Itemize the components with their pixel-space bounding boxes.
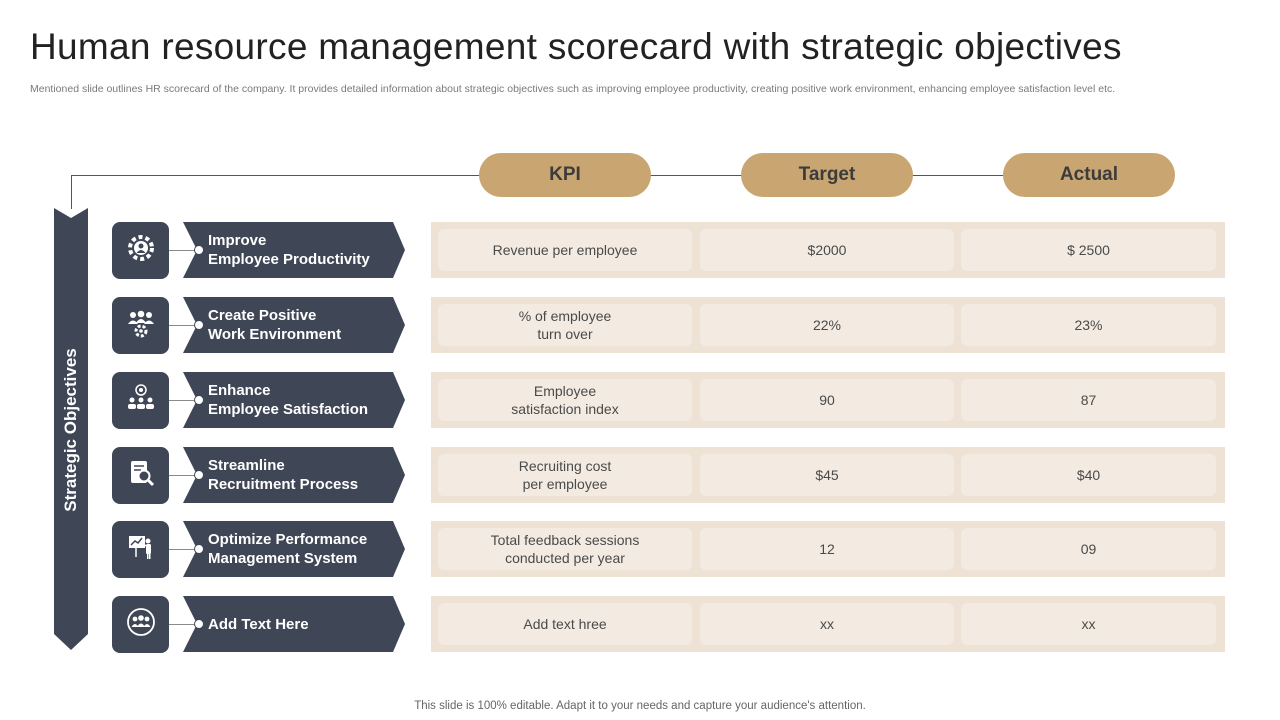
team-gear-icon [125, 308, 157, 343]
kpi-cell: Employee satisfaction index [438, 379, 692, 421]
team-circle-icon [125, 606, 157, 643]
objective-label: Create Positive Work Environment [208, 307, 342, 343]
objective-connector [169, 624, 199, 625]
objective-label: Enhance Employee Satisfaction [208, 382, 369, 418]
target-cell: 90 [700, 379, 954, 421]
objective-icon-box [112, 595, 169, 653]
objective-icon-box [112, 221, 169, 279]
actual-cell: xx [961, 603, 1216, 645]
objective-arrow [183, 447, 405, 503]
strategic-objectives-label: Strategic Objectives [61, 348, 80, 512]
kpi-cell: % of employee turn over [438, 304, 692, 346]
objective-dot [194, 245, 204, 255]
target-cell: xx [700, 603, 954, 645]
target-cell: $45 [700, 454, 954, 496]
objective-arrow [183, 372, 405, 428]
page-title: Human resource management scorecard with… [30, 26, 1122, 67]
objective-dot [194, 544, 204, 554]
objective-connector [169, 400, 199, 401]
footer-note: This slide is 100% editable. Adapt it to… [414, 700, 866, 712]
objective-dot [194, 320, 204, 330]
objective-icon-box [112, 371, 169, 429]
objective-dot [194, 395, 204, 405]
objective-connector [169, 325, 199, 326]
objective-connector [169, 475, 199, 476]
team-target-icon [125, 383, 157, 418]
header-kpi: KPI [479, 153, 651, 197]
objective-icon-box [112, 520, 169, 578]
objective-dot [194, 470, 204, 480]
kpi-cell: Revenue per employee [438, 229, 692, 271]
gear-people-icon [126, 233, 156, 268]
actual-cell: $40 [961, 454, 1216, 496]
objective-dot [194, 619, 204, 629]
strategic-objectives-bar [54, 208, 88, 650]
presentation-icon [126, 532, 156, 567]
page-subtitle: Mentioned slide outlines HR scorecard of… [30, 83, 1116, 95]
objective-icon-box [112, 446, 169, 504]
objective-arrow [183, 222, 405, 278]
header-target: Target [741, 153, 913, 197]
actual-cell: 23% [961, 304, 1216, 346]
kpi-cell: Add text hree [438, 603, 692, 645]
objective-connector [169, 250, 199, 251]
actual-cell: $ 2500 [961, 229, 1216, 271]
kpi-cell: Total feedback sessions conducted per ye… [438, 528, 692, 570]
target-cell: 12 [700, 528, 954, 570]
target-cell: 22% [700, 304, 954, 346]
header-actual: Actual [1003, 153, 1175, 197]
objective-icon-box [112, 296, 169, 354]
actual-cell: 87 [961, 379, 1216, 421]
objective-arrow [183, 521, 405, 577]
objective-label: Streamline Recruitment Process [208, 457, 359, 493]
objective-label: Add Text Here [208, 615, 309, 633]
objective-label: Optimize Performance Management System [208, 531, 368, 567]
objective-connector [169, 549, 199, 550]
objective-arrow [183, 596, 405, 652]
connector-vertical [71, 175, 72, 209]
resume-search-icon [126, 458, 156, 493]
objective-label: Improve Employee Productivity [208, 232, 370, 268]
target-cell: $2000 [700, 229, 954, 271]
kpi-cell: Recruiting cost per employee [438, 454, 692, 496]
actual-cell: 09 [961, 528, 1216, 570]
objective-arrow [183, 297, 405, 353]
